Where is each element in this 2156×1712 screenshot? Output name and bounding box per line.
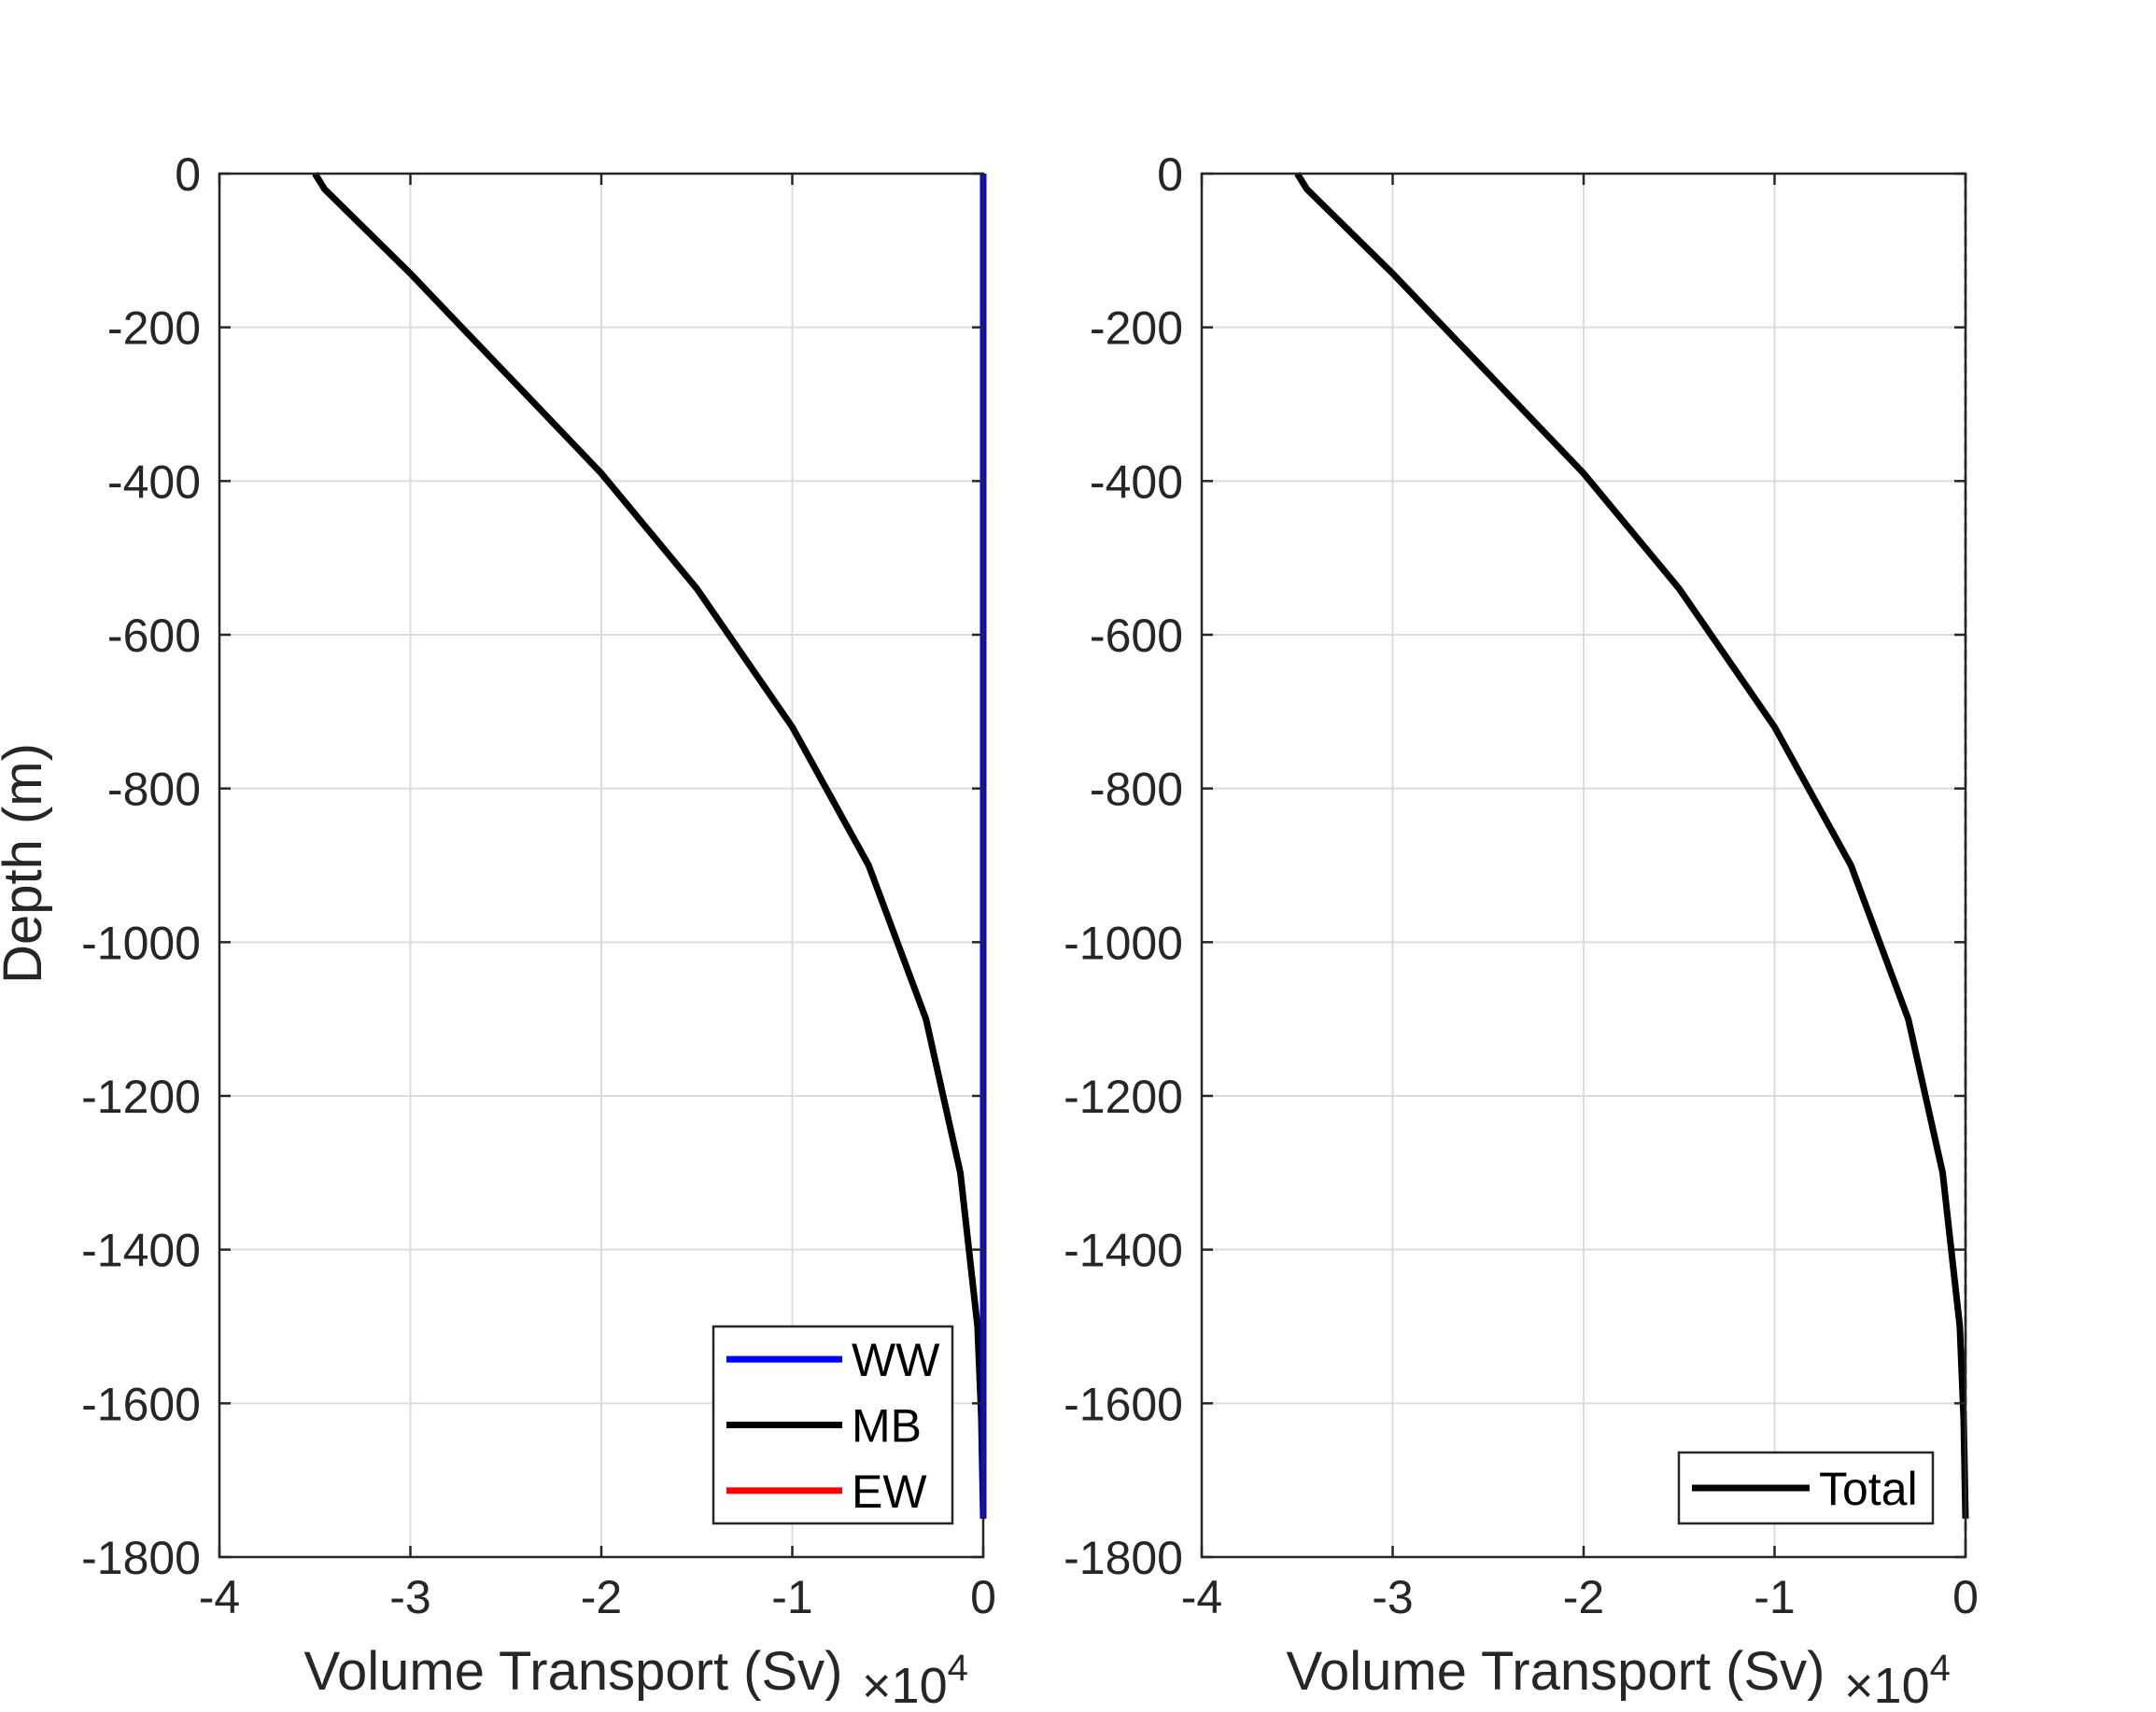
right-x-tick-label: -4 bbox=[1181, 1571, 1222, 1623]
right-legend: Total bbox=[1677, 1451, 1935, 1525]
left-y-tick-label: -600 bbox=[107, 610, 201, 662]
right-y-tick-label: -400 bbox=[1090, 456, 1183, 508]
right-x-exponent-base: ×10 bbox=[1844, 1658, 1930, 1712]
right-y-tick-label: -200 bbox=[1090, 302, 1183, 355]
right-y-tick-label: 0 bbox=[1157, 148, 1183, 201]
left-legend-label-mb: MB bbox=[852, 1400, 922, 1452]
left-y-tick-label: 0 bbox=[175, 148, 201, 201]
left-legend-label-ww: WW bbox=[852, 1334, 940, 1386]
left-series-mb-line bbox=[312, 172, 987, 1519]
left-x-exponent-base: ×10 bbox=[862, 1658, 948, 1712]
right-x-tick-label: 0 bbox=[1952, 1571, 1979, 1623]
right-x-tick-label: -1 bbox=[1754, 1571, 1795, 1623]
left-x-tick-label: -3 bbox=[389, 1571, 430, 1623]
right-plot-panel: -4 -3 -2 -1 0 0 -200 -400 -600 -800 -1000 -1200 -140… bbox=[1064, 148, 1979, 1712]
left-y-tick-label: -1800 bbox=[81, 1532, 201, 1584]
right-y-tick-label: -800 bbox=[1090, 764, 1183, 816]
right-y-tick-label: -1800 bbox=[1064, 1532, 1183, 1584]
left-y-tick-label: -200 bbox=[107, 302, 201, 355]
left-x-tick-label: 0 bbox=[970, 1571, 996, 1623]
left-y-tick-label: -1000 bbox=[81, 917, 201, 969]
left-x-exponent-power: 4 bbox=[948, 1648, 968, 1689]
left-ticks: -4 -3 -2 -1 0 0 -200 -400 -600 -800 -1000 -1200 -140… bbox=[81, 148, 996, 1623]
right-x-axis-label: Volume Transport (Sv) bbox=[1287, 1641, 1825, 1702]
y-axis-label: Depth (m) bbox=[0, 743, 53, 984]
right-x-tick-label: -2 bbox=[1563, 1571, 1604, 1623]
left-plot-panel: -4 -3 -2 -1 0 0 -200 -400 -600 -800 -1000 -1200 -140… bbox=[81, 148, 996, 1712]
right-y-tick-label: -1600 bbox=[1064, 1378, 1183, 1430]
left-y-tick-label: -400 bbox=[107, 456, 201, 508]
right-legend-label-total: Total bbox=[1819, 1463, 1918, 1515]
left-y-tick-label: -1600 bbox=[81, 1378, 201, 1430]
right-y-tick-label: -600 bbox=[1090, 610, 1183, 662]
right-y-tick-label: -1000 bbox=[1064, 917, 1183, 969]
left-y-tick-label: -1400 bbox=[81, 1225, 201, 1277]
right-y-tick-label: -1400 bbox=[1064, 1225, 1183, 1277]
left-x-tick-label: -2 bbox=[581, 1571, 622, 1623]
right-series-total-line bbox=[1294, 172, 1969, 1519]
right-x-exponent: ×104 bbox=[1844, 1648, 1951, 1712]
left-x-exponent: ×104 bbox=[862, 1648, 968, 1712]
left-y-tick-label: -800 bbox=[107, 764, 201, 816]
left-x-tick-label: -4 bbox=[199, 1571, 240, 1623]
left-x-tick-label: -1 bbox=[771, 1571, 812, 1623]
left-legend-label-ew: EW bbox=[852, 1466, 927, 1518]
left-legend: WW MB EW bbox=[712, 1325, 954, 1525]
right-x-exponent-power: 4 bbox=[1930, 1648, 1951, 1689]
left-y-tick-label: -1200 bbox=[81, 1071, 201, 1123]
right-x-tick-label: -3 bbox=[1372, 1571, 1413, 1623]
right-y-tick-label: -1200 bbox=[1064, 1071, 1183, 1123]
right-ticks: -4 -3 -2 -1 0 0 -200 -400 -600 -800 -1000 -1200 -140… bbox=[1064, 148, 1979, 1623]
left-x-axis-label: Volume Transport (Sv) bbox=[304, 1641, 843, 1702]
